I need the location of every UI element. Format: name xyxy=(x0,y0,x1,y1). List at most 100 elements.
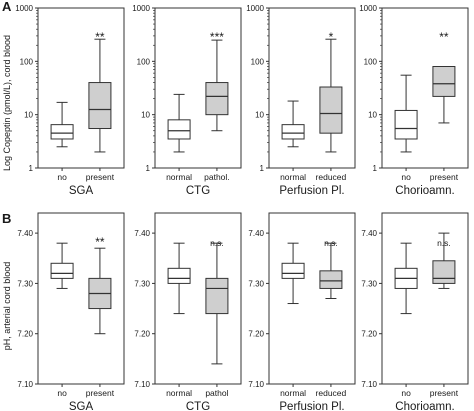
y-tick-label: 7.40 xyxy=(134,229,150,238)
y-tick-label: 100 xyxy=(137,57,151,66)
y-tick-label: 10 xyxy=(368,111,377,120)
x-tick-label: no xyxy=(57,172,67,182)
group-title: CTG xyxy=(186,401,210,411)
panel-frame xyxy=(268,212,356,385)
y-tick-label: 7.10 xyxy=(17,380,33,389)
x-tick-label: normal xyxy=(166,388,192,398)
y-tick-label: 7.40 xyxy=(248,229,264,238)
box-present xyxy=(432,260,456,284)
y-tick-label: 1000 xyxy=(132,4,150,13)
y-tick-label: 7.30 xyxy=(248,279,264,288)
panel-frame xyxy=(37,7,125,169)
y-tick-label: 7.30 xyxy=(361,279,377,288)
group-title: Chorioamn. xyxy=(395,185,454,197)
box-normal xyxy=(167,267,191,284)
y-tick-label: 100 xyxy=(251,57,265,66)
significance-annotation: n.s. xyxy=(437,238,451,248)
significance-annotation: ** xyxy=(439,30,449,44)
panel-a-3: 1 10 100 1000 normal reduced * Perfusion Pl. xyxy=(246,4,356,197)
y-tick-label: 1000 xyxy=(15,4,33,13)
y-tick-label: 1 xyxy=(146,164,151,173)
x-tick-label: pathol. xyxy=(204,172,230,182)
box-present xyxy=(88,82,112,130)
panel-b-4: 7.10 7.20 7.30 7.40 no present n.s. Chorioamn. xyxy=(361,212,469,411)
x-tick-label: present xyxy=(86,172,115,182)
y-tick-label: 7.10 xyxy=(361,380,377,389)
y-tick-label: 1 xyxy=(260,164,265,173)
x-tick-label: present xyxy=(430,388,459,398)
y-tick-label: 7.20 xyxy=(361,330,377,339)
significance-annotation: * xyxy=(329,30,334,44)
panel-frame xyxy=(381,212,469,385)
y-tick-label: 7.10 xyxy=(134,380,150,389)
panel-frame xyxy=(381,7,469,169)
panel-frame xyxy=(268,7,356,169)
panel-label-a: A xyxy=(2,0,12,14)
group-title: SGA xyxy=(69,185,94,197)
x-tick-label: normal xyxy=(280,172,306,182)
x-tick-label: reduced xyxy=(316,388,347,398)
group-title: SGA xyxy=(69,401,94,411)
panel-b-2: 7.10 7.20 7.30 7.40 normal pathol n.s. CTG xyxy=(134,212,242,411)
x-tick-label: no xyxy=(401,388,411,398)
y-tick-label: 1 xyxy=(373,164,378,173)
y-tick-label: 100 xyxy=(364,57,378,66)
group-title: Chorioamn. xyxy=(395,401,454,411)
x-tick-label: present xyxy=(86,388,115,398)
y-tick-label: 7.20 xyxy=(248,330,264,339)
significance-annotation: n.s. xyxy=(210,238,224,248)
y-tick-label: 7.20 xyxy=(134,330,150,339)
x-tick-label: normal xyxy=(166,172,192,182)
significance-annotation: *** xyxy=(210,30,224,44)
panel-frame xyxy=(154,7,242,169)
box-normal xyxy=(281,262,305,279)
x-tick-label: normal xyxy=(280,388,306,398)
significance-annotation: ** xyxy=(95,235,105,249)
y-tick-label: 7.10 xyxy=(248,380,264,389)
row-b-ylabel: pH, arterial cord blood xyxy=(2,262,12,351)
box-pathol. xyxy=(205,82,229,116)
panel-frame xyxy=(37,212,125,385)
box-no xyxy=(50,262,74,279)
panel-a-1: 1 10 100 1000 no present ** SGA xyxy=(15,4,125,197)
panels-group: 1 10 100 1000 no present ** SGA 1 10 100 1000 normal… xyxy=(15,4,469,411)
box-reduced xyxy=(319,86,343,134)
y-tick-label: 7.40 xyxy=(17,229,33,238)
y-tick-label: 10 xyxy=(141,111,150,120)
x-tick-label: no xyxy=(57,388,67,398)
panel-b-1: 7.10 7.20 7.30 7.40 no present ** SGA xyxy=(17,212,125,411)
y-tick-label: 10 xyxy=(255,111,264,120)
panel-label-b: B xyxy=(2,211,11,226)
panel-a-2: 1 10 100 1000 normal pathol. *** CTG xyxy=(132,4,242,197)
y-tick-label: 10 xyxy=(24,111,33,120)
significance-annotation: n.s. xyxy=(324,238,338,248)
row-a-ylabel: Log Copeptin (pmol/L), cord blood xyxy=(2,35,12,171)
y-tick-label: 1000 xyxy=(359,4,377,13)
box-normal xyxy=(167,119,191,140)
x-tick-label: pathol xyxy=(205,388,228,398)
significance-annotation: ** xyxy=(95,30,105,44)
panel-b-3: 7.10 7.20 7.30 7.40 normal reduced n.s. Perfusi… xyxy=(248,212,356,411)
box-no xyxy=(394,109,418,140)
y-tick-label: 1 xyxy=(29,164,34,173)
y-tick-label: 7.30 xyxy=(17,279,33,288)
group-title: Perfusion Pl. xyxy=(279,185,344,197)
y-tick-label: 100 xyxy=(20,57,34,66)
panel-a-4: 1 10 100 1000 no present ** Chorioamn. xyxy=(359,4,469,197)
y-tick-label: 7.40 xyxy=(361,229,377,238)
box-reduced xyxy=(319,270,343,289)
y-tick-label: 1000 xyxy=(246,4,264,13)
panel-frame xyxy=(154,212,242,385)
box-no xyxy=(50,124,74,140)
box-normal xyxy=(281,124,305,140)
group-title: CTG xyxy=(186,185,210,197)
group-title: Perfusion Pl. xyxy=(279,401,344,411)
box-pathol xyxy=(205,277,229,315)
y-tick-label: 7.20 xyxy=(17,330,33,339)
y-tick-label: 7.30 xyxy=(134,279,150,288)
x-tick-label: present xyxy=(430,172,459,182)
x-tick-label: no xyxy=(401,172,411,182)
box-present xyxy=(432,66,456,97)
x-tick-label: reduced xyxy=(316,172,347,182)
